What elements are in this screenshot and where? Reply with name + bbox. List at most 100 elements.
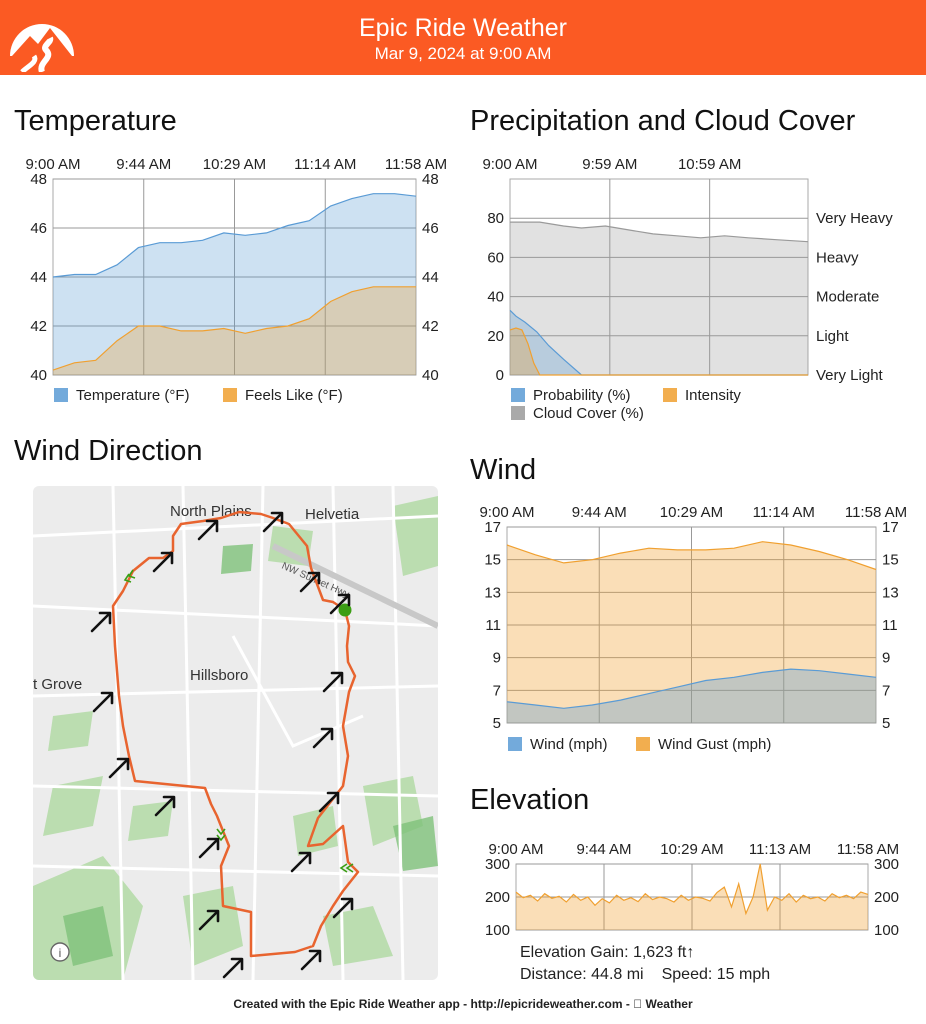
y-tick-label-right: 5 (882, 715, 890, 732)
legend-label: Intensity (685, 387, 741, 404)
y-tick-label: 5 (493, 715, 501, 732)
x-tick-label: 11:58 AM (837, 841, 899, 858)
series-line (506, 541, 877, 571)
map-label-helvetia: Helvetia (305, 506, 360, 523)
wind-arrow-icon (262, 511, 284, 533)
wind-direction-map[interactable]: North Plains Helvetia NW Sunset Hwy Hill… (33, 486, 438, 980)
y-tick-label: 100 (485, 922, 510, 939)
intensity-label: Heavy (816, 249, 859, 266)
intensity-label: Very Heavy (816, 210, 893, 227)
series-area (507, 669, 876, 723)
wind-arrow-icon (290, 851, 312, 873)
y-tick-label: 80 (487, 210, 504, 227)
elevation-stats: Elevation Gain: 1,623 ft↑ Distance: 44.8… (520, 942, 770, 986)
wind-arrow-icon (300, 949, 322, 971)
series-line (52, 193, 417, 278)
x-tick-label: 10:59 AM (678, 156, 741, 173)
x-tick-label: 10:29 AM (660, 841, 723, 858)
y-tick-label-right: 13 (882, 584, 899, 601)
wind-arrow-icon (92, 691, 114, 713)
legend-swatch (508, 737, 522, 751)
series-line (52, 286, 416, 371)
series-line (509, 327, 808, 376)
x-tick-label: 11:13 AM (749, 841, 811, 858)
y-tick-label: 44 (30, 269, 47, 286)
x-tick-label: 9:44 AM (116, 156, 171, 173)
footer-credit: Created with the Epic Ride Weather app -… (233, 997, 692, 1011)
x-tick-label: 11:58 AM (385, 156, 447, 173)
series-area (507, 541, 876, 723)
y-tick-label: 11 (485, 617, 501, 634)
y-tick-label: 7 (493, 682, 501, 699)
legend-label: Wind (mph) (530, 736, 608, 753)
y-tick-label: 17 (484, 519, 501, 536)
legend-label: Cloud Cover (%) (533, 405, 644, 422)
y-tick-label-right: 100 (874, 922, 899, 939)
y-tick-label-right: 7 (882, 682, 890, 699)
ride-distance: Distance: 44.8 mi (520, 966, 644, 983)
wind-arrow-icon (332, 897, 354, 919)
y-tick-label: 300 (485, 856, 510, 873)
wind-direction-heading: Wind Direction (14, 435, 203, 467)
legend-swatch (636, 737, 650, 751)
info-icon[interactable]: i (50, 942, 70, 962)
legend-swatch (663, 388, 677, 402)
wind-arrow-icon (108, 757, 130, 779)
series-area (510, 310, 808, 375)
wind-arrow-icon (154, 795, 176, 817)
wind-arrow-icon (152, 551, 174, 573)
precipitation-heading: Precipitation and Cloud Cover (470, 105, 856, 137)
wind-arrow-icon (318, 791, 340, 813)
intensity-label: Light (816, 328, 849, 345)
app-title: Epic Ride Weather (359, 14, 567, 42)
legend-swatch (54, 388, 68, 402)
x-tick-label: 9:00 AM (488, 841, 543, 858)
app-header: Epic Ride Weather Mar 9, 2024 at 9:00 AM (0, 0, 926, 75)
series-area (53, 286, 416, 375)
series-line (509, 309, 808, 376)
x-tick-label: 11:58 AM (845, 504, 907, 521)
elevation-gain: Elevation Gain: 1,623 ft↑ (520, 944, 695, 961)
wind-arrow-icon (222, 957, 244, 979)
x-tick-label: 9:59 AM (582, 156, 637, 173)
series-line (506, 668, 877, 709)
y-tick-label: 13 (484, 584, 501, 601)
temperature-chart: 48 48 46 46 44 44 42 42 40 40 9:00 AM 9:44 AM 10:29 … (25, 156, 447, 404)
legend-swatch (511, 388, 525, 402)
y-tick-label: 48 (30, 171, 47, 188)
x-tick-label: 10:29 AM (660, 504, 723, 521)
y-tick-label-right: 46 (422, 220, 439, 237)
x-tick-label: 9:00 AM (25, 156, 80, 173)
series-line (515, 863, 869, 916)
y-tick-label-right: 44 (422, 269, 439, 286)
y-tick-label-right: 200 (874, 889, 899, 906)
y-tick-label: 40 (487, 289, 504, 306)
y-tick-label-right: 40 (422, 367, 439, 384)
legend-label: Probability (%) (533, 387, 631, 404)
legend-swatch (511, 406, 525, 420)
wind-arrow-icon (299, 571, 321, 593)
legend-label: Wind Gust (mph) (658, 736, 771, 753)
wind-arrow-icon (312, 727, 334, 749)
wind-chart: 17 17 15 15 13 13 11 11 9 9 7 7 5 5 9:00 AM 9:44 AM 10:2… (479, 504, 907, 753)
y-tick-label-right: 15 (882, 552, 899, 569)
y-tick-label-right: 17 (882, 519, 899, 536)
y-tick-label: 40 (30, 367, 47, 384)
x-tick-label: 11:14 AM (294, 156, 356, 173)
wind-arrows (90, 511, 354, 979)
series-area (516, 864, 868, 930)
wind-arrow-icon (90, 611, 112, 633)
wind-heading: Wind (470, 454, 537, 486)
wind-arrow-icon (198, 837, 220, 859)
map-label-hillsboro: Hillsboro (190, 667, 248, 684)
wind-arrow-icon (198, 909, 220, 931)
ride-speed: Speed: 15 mph (661, 966, 771, 983)
map-label-forest-grove: t Grove (33, 676, 82, 693)
x-tick-label: 9:44 AM (572, 504, 627, 521)
series-area (53, 193, 416, 375)
y-tick-label: 60 (487, 249, 504, 266)
plot-area (509, 178, 809, 376)
y-tick-label: 0 (496, 367, 504, 384)
precipitation-chart: 80 Very Heavy 60 Heavy 40 Moderate 20 Light 0 Ver… (482, 156, 893, 422)
route-direction-chevrons (123, 569, 354, 873)
